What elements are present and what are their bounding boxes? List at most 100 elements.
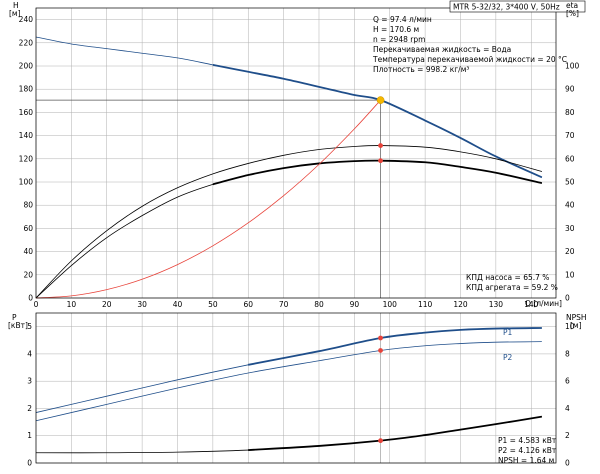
power-info: P1 = 4.583 кВт P2 = 4.126 кВт NPSH = 1.6…: [498, 436, 557, 465]
p2-marker: [378, 348, 383, 353]
head-tick-label: 220: [19, 38, 34, 47]
eta_pump-curve: [35, 145, 542, 299]
power-chart-frame: [35, 312, 557, 464]
info-line: Температура перекачиваемой жидкости = 20…: [372, 55, 567, 64]
power-axis-label-line1: P: [12, 313, 17, 322]
x-tick-label: 10: [67, 300, 77, 309]
npsh-tick-label: 2: [565, 431, 570, 440]
power-tick-label: 0: [27, 459, 32, 468]
head-tick-label: 160: [19, 108, 34, 117]
flow-axis-label: Q [л/мин]: [525, 299, 562, 308]
title-box: [449, 0, 586, 13]
head-tick-label: 200: [19, 62, 34, 71]
x-tick-label: 50: [208, 300, 218, 309]
power-axis-label-line2: [кВт]: [8, 321, 28, 330]
power-chart-ticks: 0 1 2 3 4 5 0 2 4 6 8 10: [27, 322, 575, 467]
power-tick-label: 3: [27, 377, 32, 386]
x-tick-label: 60: [243, 300, 253, 309]
operating-point-marker: [376, 96, 385, 104]
x-tick-label: 40: [173, 300, 183, 309]
power-tick-label: 4: [27, 349, 32, 358]
eta-tick-label: 0: [565, 294, 570, 303]
eta-tick-label: 10: [565, 270, 575, 279]
power-chart-grid: [35, 313, 556, 464]
x-tick-label: 140: [524, 300, 539, 309]
system-curve: [35, 99, 381, 299]
head-tick-label: 140: [19, 131, 34, 140]
eta-tick-label: 30: [565, 224, 575, 233]
p2-series-label: P2: [503, 353, 513, 362]
npsh-tick-label: 6: [565, 377, 570, 386]
x-tick-label: 80: [314, 300, 324, 309]
head-tick-label: 120: [19, 154, 34, 163]
eta-tick-label: 40: [565, 201, 575, 210]
power-tick-label: 2: [27, 404, 32, 413]
eta-tick-label: 90: [565, 85, 575, 94]
x-tick-label: 130: [489, 300, 504, 309]
efficiency-info: КПД насоса = 65.7 % КПД агрегата = 59.2 …: [466, 273, 558, 292]
info-line: Плотность = 998.2 кг/м³: [373, 65, 469, 74]
eta-tick-label: 50: [565, 178, 575, 187]
chart-title: MTR 5-32/32, 3*400 V, 50Hz: [453, 3, 560, 12]
p1-curve: [35, 327, 542, 413]
npsh-marker: [378, 438, 383, 444]
npsh-curve-working-range: [248, 415, 542, 451]
p1-marker: [378, 335, 383, 341]
head-axis-label-line2: [м]: [9, 9, 21, 18]
x-tick-label: 110: [418, 300, 433, 309]
p1-series-label: P1: [503, 328, 513, 337]
x-tick-label: 30: [137, 300, 147, 309]
info-line: Перекачиваемая жидкость = Вода: [373, 45, 511, 54]
eta-tick-label: 60: [565, 154, 575, 163]
eta-pump-marker: [378, 143, 383, 148]
p2-curve: [35, 341, 542, 422]
info-line: Q = 97.4 л/мин: [373, 15, 432, 24]
eta-unit-marker: [378, 158, 383, 164]
eta-tick-label: 100: [565, 62, 580, 71]
npsh-text: NPSH = 1.64 м: [498, 456, 554, 465]
operating-point-markers: [36, 96, 385, 463]
power-tick-label: 1: [27, 431, 32, 440]
npsh-axis-label-line1: NPSH: [566, 313, 587, 322]
operating-info: Q = 97.4 л/мин H = 170.6 м n = 2948 rpm …: [372, 15, 567, 74]
eta-tick-label: 20: [565, 247, 575, 256]
head-axis-label-line1: H: [13, 1, 19, 10]
info-line: H = 170.6 м: [373, 25, 419, 34]
eta-tick-label: 80: [565, 108, 575, 117]
head-tick-label: 20: [23, 270, 33, 279]
x-tick-label: 100: [383, 300, 398, 309]
p1-text: P1 = 4.583 кВт: [498, 436, 557, 445]
npsh-tick-label: 10: [565, 322, 575, 331]
eta-axis-label-line1: eta: [566, 1, 578, 10]
npsh-tick-label: 0: [565, 459, 570, 468]
head-tick-label: 0: [28, 294, 33, 303]
head-curve-working-range: [212, 63, 543, 179]
head-tick-label: 180: [19, 85, 34, 94]
curves-layer: [35, 36, 543, 454]
eta-tick-label: 70: [565, 131, 575, 140]
x-tick-label: 90: [350, 300, 360, 309]
head-tick-label: 100: [19, 178, 34, 187]
eta_unit-curve-working-range: [212, 159, 543, 186]
x-tick-label: 0: [34, 300, 39, 309]
x-tick-label: 20: [102, 300, 112, 309]
unit-efficiency-text: КПД агрегата = 59.2 %: [466, 283, 558, 292]
npsh-axis-label-line2: [м]: [570, 321, 582, 330]
x-tick-label: 70: [279, 300, 289, 309]
x-tick-label: 120: [453, 300, 468, 309]
npsh-tick-label: 8: [565, 349, 570, 358]
p1-curve-working-range: [248, 327, 542, 366]
eta-axis-label-line2: [%]: [566, 9, 579, 18]
head-tick-label: 80: [23, 201, 33, 210]
head-tick-label: 40: [23, 247, 33, 256]
head-tick-label: 240: [19, 15, 34, 24]
pump-efficiency-text: КПД насоса = 65.7 %: [466, 273, 549, 282]
power-tick-label: 5: [27, 322, 32, 331]
head-tick-label: 60: [23, 224, 33, 233]
p2-text: P2 = 4.126 кВт: [498, 446, 557, 455]
info-line: n = 2948 rpm: [373, 35, 425, 44]
head-chart-grid: [35, 8, 556, 299]
head-chart-frame: [35, 7, 557, 299]
npsh-tick-label: 4: [565, 404, 570, 413]
